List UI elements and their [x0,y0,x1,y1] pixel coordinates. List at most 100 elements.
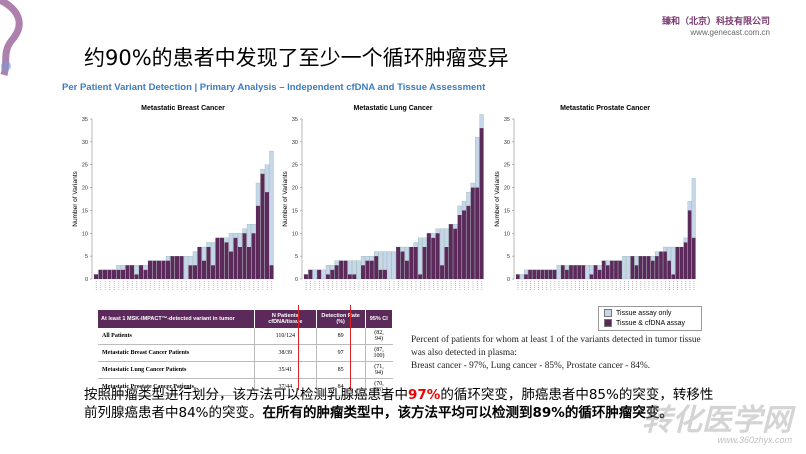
y-tick-label: 20 [504,186,510,192]
highlight-box [298,305,351,390]
y-tick-label: 15 [292,208,298,214]
slide-subtitle: Per Patient Variant Detection | Primary … [62,82,486,93]
bar-tissue-cfdna [634,265,639,279]
bar-tissue-cfdna [260,173,265,279]
table-cell: (71, 94) [364,361,393,379]
bar-tissue-cfdna [265,192,269,279]
bar-tissue-cfdna [121,269,125,279]
table-cell: 97 [315,344,366,362]
prostate-cancer-chart: Metastatic Prostate Cancer Number of Vari… [494,105,696,291]
table-cell: 38/39 [254,344,317,362]
bar-tissue-cfdna [308,269,313,279]
bar-tissue-cfdna [166,260,170,279]
detection-table: At least 1 MSK-IMPACT™-detected variant … [98,310,394,396]
bar-tissue-cfdna [659,251,663,279]
bar-tissue-only [356,260,361,280]
y-tick-label: 10 [82,231,88,237]
table-cell: 84 [315,378,366,396]
legend-label: Tissue assay only [616,309,672,317]
bar-tissue-only [321,269,326,280]
bar-tissue-cfdna [211,265,215,279]
bar-tissue-cfdna [683,242,688,279]
table-row: Metastatic Lung Cancer Patients 35/41 85 (7… [98,361,393,379]
slide-title: 约90%的患者中发现了至少一个循环肿瘤变异 [84,46,509,70]
legend-label: Tissue & cfDNA assay [616,319,685,327]
bar-tissue-cfdna [304,274,308,279]
company-name: 臻和（北京）科技有限公司 [661,16,770,26]
bar-tissue-cfdna [448,224,453,279]
bar-tissue-cfdna [103,269,107,279]
bar-tissue-cfdna [229,251,233,279]
bar-tissue-cfdna [638,256,643,279]
bar-tissue-cfdna [470,187,475,279]
summary-part: 按照肿瘤类型进行划分，该方法可以检测乳腺癌患者中 [84,387,408,403]
table-cell: 85 [315,361,366,379]
bar-tissue-cfdna [330,269,335,279]
bar-tissue-cfdna [573,265,577,279]
bar-tissue-cfdna [440,265,444,279]
bar-tissue-cfdna [251,233,256,279]
bar-tissue-cfdna [148,260,152,279]
bar-tissue-cfdna [378,269,383,279]
bar-tissue-cfdna [642,256,647,279]
legend-swatch-tissue-cfdna [604,319,612,327]
bar-tissue-cfdna [404,260,409,279]
note-line: Percent of patients for whom at least 1 … [411,335,701,358]
table-header: 95% CI [365,310,394,328]
bar-tissue-cfdna [532,269,536,279]
bar-tissue-cfdna [435,233,440,279]
bar-tissue-cfdna [528,269,532,279]
y-axis-label: Number of Variants [72,170,79,226]
bar-tissue-cfdna [383,269,387,279]
chart-title: Metastatic Prostate Cancer [560,105,650,112]
bar-tissue-cfdna [431,237,436,279]
bar-tissue-cfdna [561,265,565,279]
bar-tissue-cfdna [597,269,602,279]
bar-tissue-cfdna [134,274,139,279]
bar-tissue-cfdna [444,247,449,279]
y-tick-label: 5 [85,254,88,260]
note-line: Breast cancer - 97%, Lung cancer - 85%, … [411,361,651,371]
bar-tissue-only [269,150,274,280]
bar-tissue-cfdna [691,237,696,279]
y-tick-label: 20 [292,186,298,192]
y-tick-label: 35 [82,117,88,123]
bar-tissue-cfdna [453,228,458,279]
breast-cancer-chart: Metastatic Breast Cancer Number of Varian… [72,105,274,291]
bar-tissue-cfdna [422,247,427,279]
y-axis-label: Number of Variants [282,170,289,226]
bar-tissue-cfdna [107,269,112,279]
y-tick-label: 25 [82,163,88,169]
bar-tissue-only [671,246,676,280]
y-tick-label: 10 [292,231,298,237]
table-cell: (82, 94) [364,328,393,345]
chart-title: Metastatic Lung Cancer [354,105,433,112]
bar-tissue-only [622,255,627,280]
bar-tissue-cfdna [157,260,161,279]
y-tick-label: 35 [504,117,510,123]
bar-tissue-cfdna [152,260,157,279]
bar-tissue-cfdna [143,269,148,279]
bar-tissue-cfdna [343,260,348,279]
y-tick-label: 30 [504,140,510,146]
bar-tissue-cfdna [202,260,206,279]
bar-tissue-cfdna [365,260,370,279]
bar-tissue-cfdna [589,274,594,279]
bar-tissue-cfdna [125,265,130,279]
bar-tissue-cfdna [220,237,224,279]
bar-tissue-cfdna [466,205,471,279]
bar-tissue-cfdna [651,260,655,279]
table-row: All Patients 110/124 89 (82, 94) [98,328,393,345]
bar-tissue-cfdna [369,260,374,279]
lung-cancer-chart: Metastatic Lung Cancer Number of Variants… [282,105,484,291]
bar-tissue-cfdna [347,274,352,279]
bar-tissue-cfdna [256,205,260,279]
summary-highlight: 97% [408,387,441,403]
bar-tissue-only [312,269,317,280]
bar-tissue-cfdna [646,256,651,279]
bar-tissue-cfdna [565,269,569,279]
y-tick-label: 35 [292,117,298,123]
bar-tissue-cfdna [614,260,618,279]
bar-tissue-only [183,255,189,280]
bar-tissue-cfdna [544,269,549,279]
